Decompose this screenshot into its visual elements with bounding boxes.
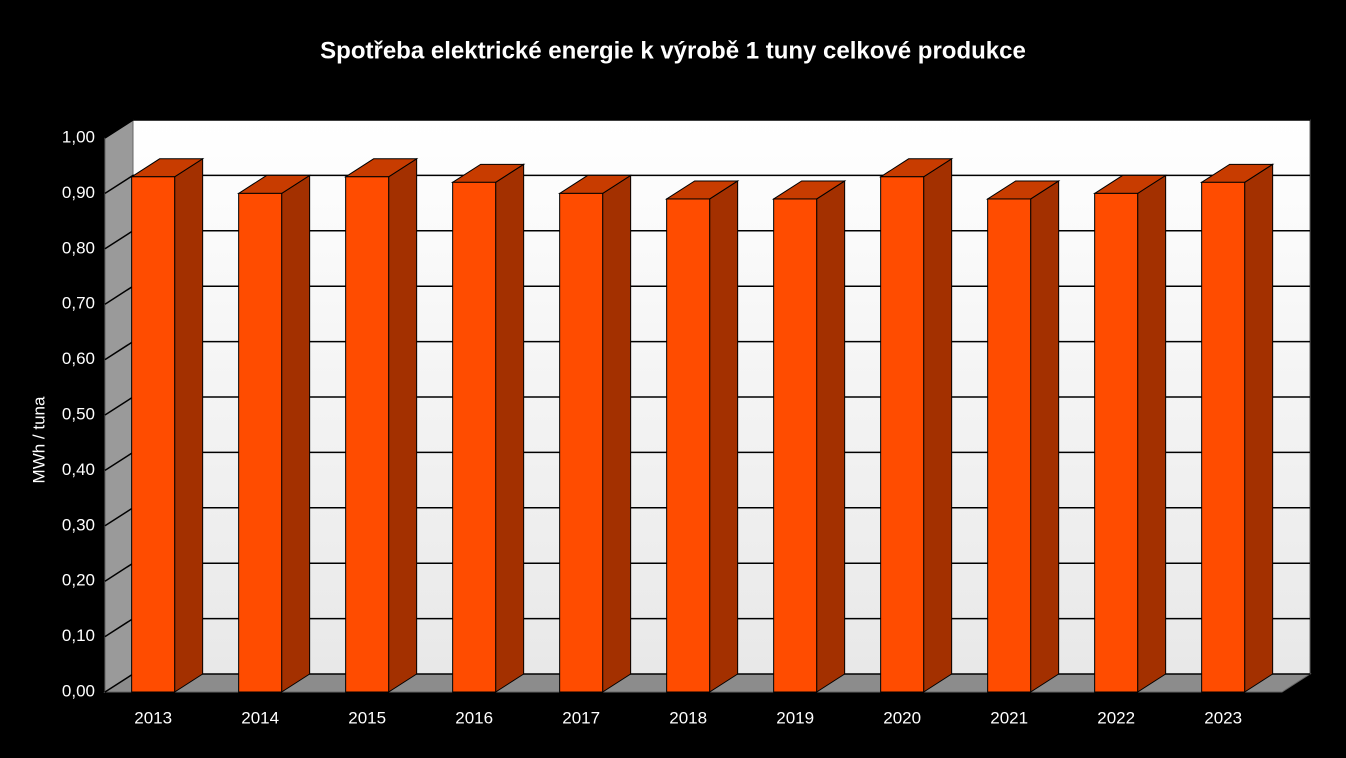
x-tick-label: 2014 <box>241 708 279 727</box>
bar-side <box>709 180 739 693</box>
bar-side <box>816 180 846 693</box>
y-tick-label: 0,70 <box>62 294 95 313</box>
bar <box>880 176 925 693</box>
x-tick-label: 2023 <box>1204 708 1242 727</box>
y-tick-label: 0,60 <box>62 349 95 368</box>
bar-side <box>1244 163 1274 693</box>
bar <box>987 198 1032 693</box>
y-tick-label: 0,80 <box>62 238 95 257</box>
bar-side <box>388 157 418 693</box>
bar <box>773 198 818 693</box>
bar <box>452 181 497 693</box>
y-axis-title: MWh / tuna <box>29 396 48 483</box>
x-tick-label: 2019 <box>776 708 814 727</box>
bar <box>345 176 390 693</box>
bar-side <box>1137 174 1167 693</box>
y-tick-label: 0,00 <box>62 681 95 700</box>
bar <box>1094 192 1139 693</box>
bar <box>131 176 176 693</box>
y-tick-label: 0,30 <box>62 515 95 534</box>
bar-side <box>923 157 953 693</box>
bar-side <box>1030 180 1060 693</box>
x-tick-label: 2015 <box>348 708 386 727</box>
x-tick-label: 2018 <box>669 708 707 727</box>
bar <box>238 192 283 693</box>
bar <box>666 198 711 693</box>
y-tick-label: 0,10 <box>62 626 95 645</box>
grid-line <box>104 119 1310 139</box>
y-tick-label: 0,90 <box>62 183 95 202</box>
plot-area: 0,00 0,10 0,20 0,30 0,40 0,50 0,60 0,70 0,80 0,90… <box>62 119 1312 727</box>
x-tick-label: 2022 <box>1097 708 1135 727</box>
x-tick-label: 2021 <box>990 708 1028 727</box>
y-tick-label: 0,50 <box>62 404 95 423</box>
x-tick-label: 2016 <box>455 708 493 727</box>
x-tick-label: 2020 <box>883 708 921 727</box>
bar-side <box>174 157 204 693</box>
bar <box>1201 181 1246 693</box>
bar-side <box>281 174 311 693</box>
y-tick-label: 0,20 <box>62 571 95 590</box>
x-tick-label: 2013 <box>134 708 172 727</box>
chart-title: Spotřeba elektrické energie k výrobě 1 t… <box>320 37 1026 64</box>
bar <box>559 192 604 693</box>
x-tick-label: 2017 <box>562 708 600 727</box>
y-tick-label: 1,00 <box>62 127 95 146</box>
y-tick-label: 0,40 <box>62 460 95 479</box>
bar-side <box>602 174 632 693</box>
bar-side <box>495 163 525 693</box>
